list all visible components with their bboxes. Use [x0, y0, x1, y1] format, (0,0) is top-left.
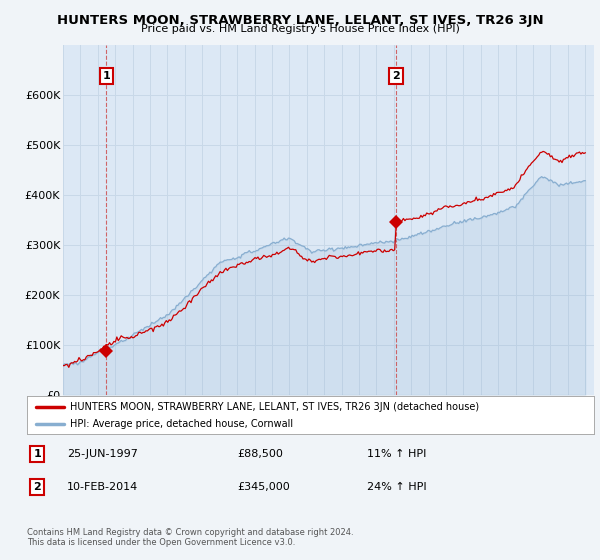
Text: 1: 1 — [103, 71, 110, 81]
Text: 10-FEB-2014: 10-FEB-2014 — [67, 482, 138, 492]
Text: £88,500: £88,500 — [237, 449, 283, 459]
Text: 25-JUN-1997: 25-JUN-1997 — [67, 449, 137, 459]
Text: £345,000: £345,000 — [237, 482, 290, 492]
Text: Price paid vs. HM Land Registry's House Price Index (HPI): Price paid vs. HM Land Registry's House … — [140, 24, 460, 34]
Text: 2: 2 — [34, 482, 41, 492]
Text: HUNTERS MOON, STRAWBERRY LANE, LELANT, ST IVES, TR26 3JN: HUNTERS MOON, STRAWBERRY LANE, LELANT, S… — [56, 14, 544, 27]
Text: 11% ↑ HPI: 11% ↑ HPI — [367, 449, 427, 459]
Text: 24% ↑ HPI: 24% ↑ HPI — [367, 482, 427, 492]
Text: HPI: Average price, detached house, Cornwall: HPI: Average price, detached house, Corn… — [70, 419, 293, 429]
Text: Contains HM Land Registry data © Crown copyright and database right 2024.
This d: Contains HM Land Registry data © Crown c… — [27, 528, 353, 547]
Text: 1: 1 — [34, 449, 41, 459]
Text: HUNTERS MOON, STRAWBERRY LANE, LELANT, ST IVES, TR26 3JN (detached house): HUNTERS MOON, STRAWBERRY LANE, LELANT, S… — [70, 402, 479, 412]
Text: 2: 2 — [392, 71, 400, 81]
